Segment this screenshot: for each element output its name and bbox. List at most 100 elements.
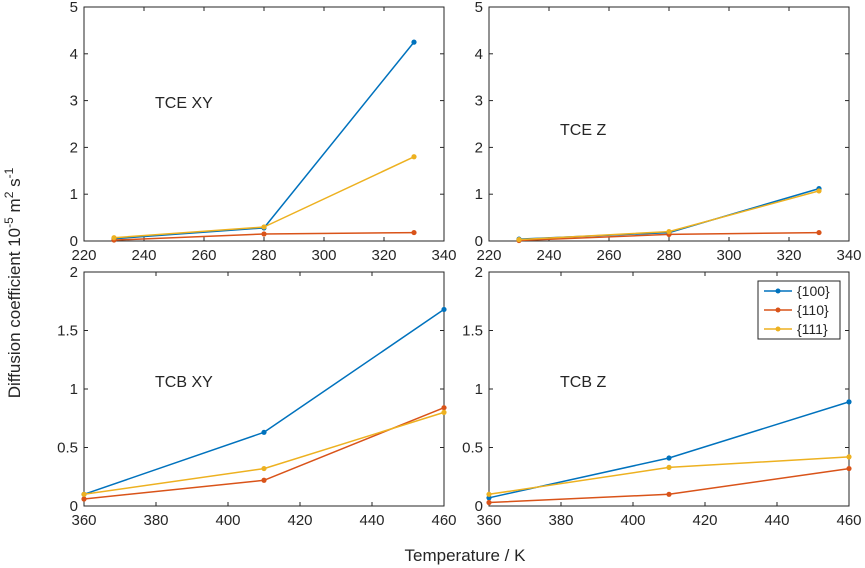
- tcb-xy-series-110-point: [81, 496, 87, 502]
- tce-z-xtick-label: 220: [476, 247, 501, 264]
- tce-z-series-111-point: [666, 229, 672, 235]
- tcb-z-xtick-label: 440: [764, 512, 789, 529]
- tce-xy-series-111-point: [411, 154, 417, 160]
- tcb-z-series-100-point: [666, 455, 672, 461]
- tcb-xy-series-111-point: [441, 409, 447, 415]
- legend-label-110: {110}: [797, 302, 829, 318]
- tcb-z-series-111-point: [846, 454, 852, 460]
- tcb-xy-ytick-label: 2: [70, 264, 78, 281]
- tcb-z-series-100-line: [488, 401, 850, 499]
- tcb-z-ytick-label: 0.5: [462, 440, 483, 457]
- tce-z-xtick-label: 240: [536, 247, 561, 264]
- tce-xy-xtick-label: 340: [431, 247, 456, 264]
- tcb-z-ytick-label: 0: [475, 498, 483, 515]
- tcb-z-ytick-label: 2: [475, 264, 483, 281]
- tce-xy-ytick-label: 5: [70, 0, 78, 16]
- legend-marker-111: [775, 326, 781, 332]
- tcb-xy-xtick-label: 460: [431, 512, 456, 529]
- tce-z-series-111-point: [516, 236, 522, 243]
- legend-marker-110: [775, 307, 781, 313]
- tce-z-ytick-label: 4: [475, 46, 483, 63]
- tce-xy-ytick-label: 4: [70, 46, 78, 63]
- tcb-xy-series-100-point: [261, 429, 267, 435]
- tcb-xy-series-111-point: [261, 465, 267, 472]
- tce-z-ytick-label: 1: [475, 186, 483, 203]
- tce-xy-xtick-label: 240: [131, 247, 156, 264]
- tcb-z-series-110-point: [486, 499, 492, 506]
- tcb-xy-xtick-label: 400: [215, 512, 240, 529]
- tce-xy-xtick-label: 260: [191, 247, 216, 264]
- panel-tce-z: 220 240 260 280 300 320 340 0 1 2 3 4 5 TCE Z: [475, 0, 862, 264]
- tce-xy-xtick-label: 320: [371, 247, 396, 264]
- tce-xy-ytick-label: 2: [70, 139, 78, 156]
- tcb-xy-series-110-point: [441, 405, 447, 411]
- tce-z-ytick-label: 3: [475, 93, 483, 110]
- tce-z-xtick-label: 300: [716, 247, 741, 264]
- tce-z-series-111-point: [816, 188, 822, 194]
- tcb-xy-ytick-label: 1.5: [57, 323, 78, 340]
- tce-z-ytick-label: 5: [475, 0, 483, 16]
- tcb-xy-xtick-label: 380: [143, 512, 168, 529]
- tcb-xy-xtick-label: 420: [287, 512, 312, 529]
- tce-z-annotation: TCE Z: [560, 122, 606, 139]
- tcb-xy-xtick-label: 360: [71, 512, 96, 529]
- tce-z-xtick-label: 280: [656, 247, 681, 264]
- tce-z-ytick-label: 0: [475, 233, 483, 250]
- tcb-xy-series-100-point: [441, 306, 447, 313]
- tcb-xy-ytick-label: 1: [70, 381, 78, 398]
- tcb-z-series-111-point: [486, 491, 492, 497]
- legend: {100} {110} {111}: [757, 280, 841, 340]
- tcb-z-series-110-point: [666, 491, 672, 497]
- tcb-xy-series-111-point: [81, 491, 87, 497]
- tcb-z-series-100-point: [846, 399, 852, 405]
- tce-xy-series-100-line: [113, 41, 415, 240]
- tcb-z-xtick-label: 360: [476, 512, 501, 529]
- tcb-xy-ytick-label: 0: [70, 498, 78, 515]
- y-axis-label-base: Diffusion coefficient 10: [5, 228, 24, 398]
- tce-z-series-110-point: [816, 229, 822, 236]
- tcb-z-xtick-label: 380: [548, 512, 573, 529]
- tcb-xy-ytick-label: 0.5: [57, 440, 78, 457]
- tce-xy-series-110-point: [411, 229, 417, 236]
- tce-xy-xtick-label: 280: [251, 247, 276, 264]
- tcb-z-xtick-label: 420: [692, 512, 717, 529]
- panel-tcb-z: 360 380 400 420 440 460 0 0.5 1 1.5 2 TCB Z: [462, 264, 861, 529]
- y-axis-label-s: s: [5, 178, 24, 191]
- tce-xy-axes-box: [83, 6, 445, 242]
- y-axis-label: Diffusion coefficient 10-5 m2 s-1: [2, 167, 24, 398]
- tcb-z-series-111-point: [666, 464, 672, 470]
- tce-z-xtick-label: 260: [596, 247, 621, 264]
- tce-xy-xtick-label: 300: [311, 247, 336, 264]
- tce-xy-ytick-label: 0: [70, 233, 78, 250]
- y-axis-label-exp2: 2: [2, 191, 16, 198]
- panel-tcb-xy: 360 380 400 420 440 460 0 0.5 1 1.5 2 TCB XY: [57, 264, 456, 529]
- tce-z-ytick-label: 2: [475, 139, 483, 156]
- tce-xy-series-111-point: [261, 224, 267, 230]
- legend-label-111: {111}: [797, 321, 828, 337]
- tce-xy-annotation: TCE XY: [155, 95, 213, 112]
- tce-z-axes-box: [488, 6, 850, 242]
- tcb-z-series-110-point: [846, 465, 852, 472]
- tcb-xy-annotation: TCB XY: [155, 374, 213, 391]
- y-axis-label-exp1: -5: [2, 217, 16, 228]
- tce-z-xtick-label: 320: [776, 247, 801, 264]
- legend-marker-100: [775, 288, 781, 294]
- tce-xy-series-110-point: [261, 231, 267, 237]
- legend-entry-111: {111}: [764, 321, 828, 337]
- tcb-z-ytick-label: 1: [475, 381, 483, 398]
- panel-tce-xy: 220 240 260 280 300 320 340 0 1 2 3 4 5 TCE XY: [70, 0, 457, 264]
- tcb-xy-series-110-point: [261, 477, 267, 483]
- tce-xy-ytick-label: 3: [70, 93, 78, 110]
- tcb-xy-series-110-line: [83, 407, 445, 500]
- tce-xy-xtick-label: 220: [71, 247, 96, 264]
- tce-xy-ytick-label: 1: [70, 186, 78, 203]
- tcb-z-ytick-label: 1.5: [462, 323, 483, 340]
- tce-z-xtick-label: 340: [836, 247, 861, 264]
- legend-entry-100: {100}: [764, 283, 830, 299]
- tcb-z-annotation: TCB Z: [560, 374, 606, 391]
- y-axis-label-exp3: -1: [2, 167, 16, 178]
- tce-xy-series-111-point: [111, 235, 117, 241]
- tcb-xy-xtick-label: 440: [359, 512, 384, 529]
